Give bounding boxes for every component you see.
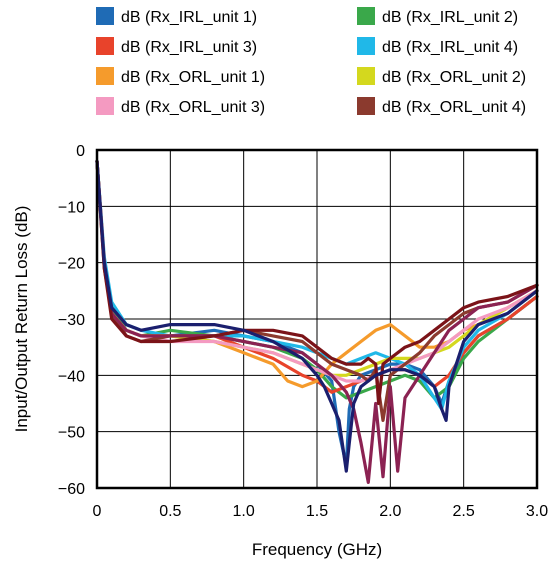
series-line-11 — [95, 159, 539, 473]
legend-swatch — [96, 7, 114, 25]
legend-label: dB (Rx_IRL_unit 1) — [121, 9, 257, 26]
x-tick-label: 2.5 — [453, 503, 475, 520]
series-line-9 — [95, 159, 539, 484]
y-tick-label: −20 — [58, 256, 85, 273]
y-axis-title: Input/Output Return Loss (dB) — [12, 206, 31, 433]
legend-label: dB (Rx_ORL_unit 2) — [382, 69, 526, 86]
legend-swatch — [96, 97, 114, 115]
y-tick-labels: 0 −10 −20 −30 −40 −50 −60 — [58, 143, 85, 498]
legend: dB (Rx_IRL_unit 1) dB (Rx_IRL_unit 2) dB (… — [96, 7, 526, 116]
y-tick-label: −10 — [58, 199, 85, 216]
series-layer — [95, 159, 539, 484]
x-tick-label: 0 — [93, 503, 102, 520]
legend-label: dB (Rx_ORL_unit 4) — [382, 99, 526, 116]
x-tick-labels: 0 0.5 1.0 1.5 2.0 2.5 3.0 — [93, 503, 549, 520]
x-tick-label: 1.5 — [306, 503, 328, 520]
plot-frame — [95, 148, 539, 490]
y-tick-label: −40 — [58, 368, 85, 385]
y-tick-label: −30 — [58, 312, 85, 329]
legend-swatch — [357, 37, 375, 55]
x-tick-label: 1.0 — [233, 503, 255, 520]
y-tick-label: 0 — [76, 143, 85, 160]
legend-swatch — [357, 7, 375, 25]
x-tick-label: 3.0 — [526, 503, 548, 520]
legend-swatch — [357, 67, 375, 85]
legend-label: dB (Rx_IRL_unit 4) — [382, 39, 518, 56]
x-tick-label: 2.0 — [379, 503, 401, 520]
legend-label: dB (Rx_ORL_unit 3) — [121, 99, 265, 116]
legend-swatch — [357, 97, 375, 115]
legend-label: dB (Rx_IRL_unit 3) — [121, 39, 257, 56]
legend-label: dB (Rx_IRL_unit 2) — [382, 9, 518, 26]
grid — [97, 150, 537, 488]
legend-swatch — [96, 67, 114, 85]
x-tick-label: 0.5 — [159, 503, 181, 520]
series-line-10 — [95, 159, 539, 406]
legend-swatch — [96, 37, 114, 55]
y-tick-label: −50 — [58, 425, 85, 442]
y-tick-label: −60 — [58, 481, 85, 498]
legend-label: dB (Rx_ORL_unit 1) — [121, 69, 265, 86]
x-axis-title: Frequency (GHz) — [252, 540, 382, 559]
